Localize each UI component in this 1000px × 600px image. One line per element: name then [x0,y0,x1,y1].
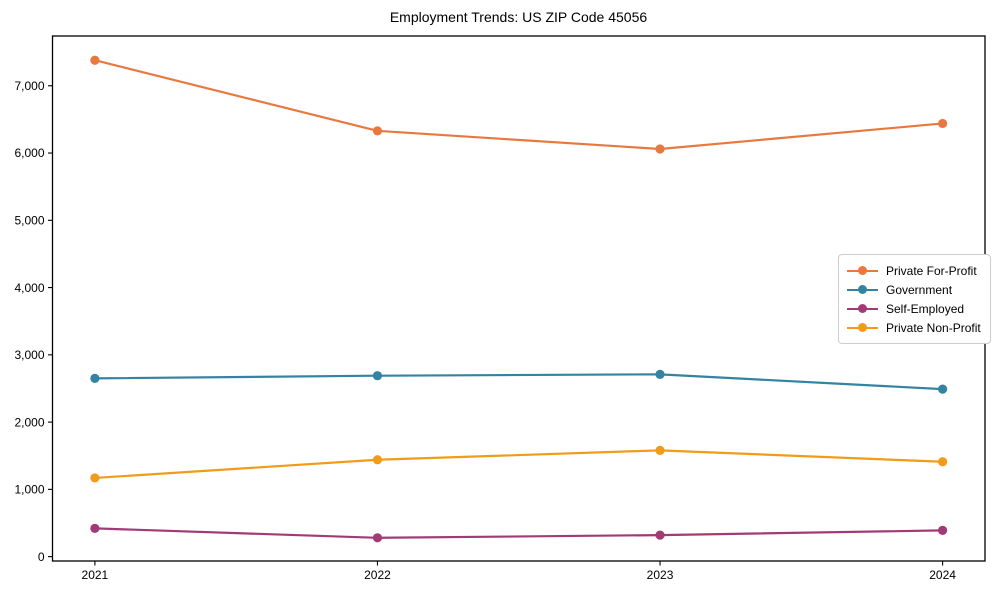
data-point-marker [90,373,100,383]
y-tick-label: 3,000 [14,348,44,362]
data-point-marker [938,118,948,129]
y-tick-label: 1,000 [14,483,44,497]
series-line-private-for-profit [93,59,944,151]
data-point-marker [90,523,100,533]
y-tick-label: 6,000 [14,146,44,160]
data-point-marker [938,384,948,394]
legend: Private For-Profit Government Self-Employe… [838,254,991,344]
legend-item-government: Government [847,280,981,299]
data-point-marker [372,371,383,381]
series-line-private-non-profit [93,449,944,480]
data-point-marker [655,530,665,540]
y-tick-label: 7,000 [14,79,44,93]
legend-item-self-employed: Self-Employed [847,299,981,318]
series-line-government [93,373,944,391]
data-point-marker [938,457,948,467]
legend-line-marker-swatch [847,304,878,314]
legend-label-private-for-profit: Private For-Profit [886,263,977,278]
legend-label-government: Government [886,282,953,297]
legend-label-self-employed: Self-Employed [886,301,965,316]
x-tick-label: 2021 [82,568,109,582]
legend-item-private-for-profit: Private For-Profit [847,261,981,280]
y-tick-label: 4,000 [14,281,44,295]
chart-title: Employment Trends: US ZIP Code 45056 [389,9,648,25]
data-point-marker [90,55,100,65]
data-point-marker [655,144,665,154]
data-point-marker [655,369,665,379]
series-line-self-employed [93,527,944,539]
legend-line-marker-swatch [847,266,878,276]
data-point-marker [372,126,383,136]
legend-line-marker-swatch [847,285,878,295]
legend-line-marker-swatch [847,323,878,333]
y-tick-label: 5,000 [14,214,44,228]
legend-item-private-non-profit: Private Non-Profit [847,318,981,337]
legend-label-private-non-profit: Private Non-Profit [886,320,981,335]
data-point-marker [938,525,948,535]
y-tick-label: 2,000 [14,415,44,429]
data-point-marker [655,445,665,455]
data-point-marker [90,473,100,483]
data-point-marker [372,533,383,543]
data-point-marker [372,455,383,465]
x-tick-label: 2023 [647,568,674,582]
y-tick-label: 0 [38,550,45,564]
x-tick-label: 2024 [929,568,956,582]
x-tick-label: 2022 [364,568,391,582]
